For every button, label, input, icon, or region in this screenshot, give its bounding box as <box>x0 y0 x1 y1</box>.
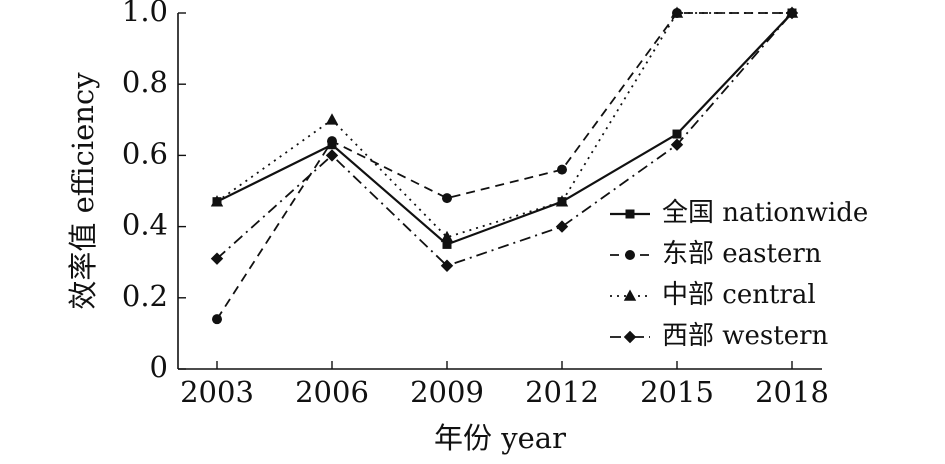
series-2-point <box>442 193 452 204</box>
legend-label: 东部 eastern <box>662 239 822 269</box>
series-4-point <box>440 259 454 272</box>
legend: 全国 nationwide 东部 eastern 中部 central 西部 west… <box>610 198 868 351</box>
series-2-point <box>212 314 222 325</box>
series-3-point <box>555 195 569 207</box>
series-4-point <box>785 6 799 20</box>
series-3-line <box>216 12 792 239</box>
legend-label: 中部 central <box>662 280 816 310</box>
series-4 <box>210 6 799 272</box>
series-1-point <box>672 129 682 139</box>
series-4-point <box>555 220 569 233</box>
x-tick-label: 2018 <box>755 375 829 409</box>
y-tick-label: 0.4 <box>122 208 168 242</box>
y-axis-title: 效率值 efficiency <box>66 72 100 310</box>
y-tick-label: 1.0 <box>122 0 168 28</box>
x-tick-label: 2003 <box>180 375 254 409</box>
legend-label: 全国 nationwide <box>662 198 868 228</box>
series-group <box>210 6 799 325</box>
legend-label: 西部 western <box>662 321 829 351</box>
legend-marker <box>623 330 637 344</box>
series-2-point <box>327 136 337 147</box>
axes: 0 0.2 0.4 0.6 0.8 1.0 2003 2006 2009 2012 2015 2018 <box>122 0 829 409</box>
x-tick-label: 2009 <box>410 375 484 409</box>
x-tick-label: 2015 <box>640 375 714 409</box>
y-tick-label: 0.8 <box>122 65 168 99</box>
legend-marker <box>625 250 635 260</box>
series-2 <box>212 8 797 325</box>
y-tick-label: 0 <box>150 350 168 384</box>
x-axis-title: 年份 year <box>434 421 566 455</box>
series-4-point <box>210 252 224 265</box>
y-tick-label: 0.2 <box>122 279 168 313</box>
series-3-point <box>210 195 224 207</box>
series-1-point <box>442 239 452 249</box>
series-3-point <box>440 230 454 243</box>
series-3-point <box>325 113 339 125</box>
y-tick-label: 0.6 <box>122 136 168 170</box>
series-1-line <box>216 12 793 246</box>
x-tick-label: 2006 <box>295 375 369 409</box>
series-3-point <box>670 6 684 18</box>
legend-marker <box>625 209 635 219</box>
legend-marker <box>623 289 637 301</box>
series-2-point <box>557 164 567 175</box>
series-4-point <box>670 138 684 151</box>
x-tick-label: 2012 <box>525 375 599 409</box>
series-4-line <box>216 12 793 267</box>
series-2-line <box>216 12 792 320</box>
series-4-point <box>325 149 339 162</box>
